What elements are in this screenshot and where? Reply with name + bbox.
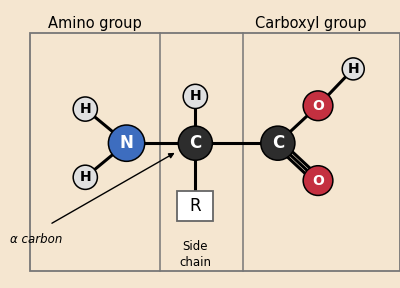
Text: H: H	[80, 170, 91, 184]
Bar	[177, 191, 214, 221]
Text: O: O	[312, 99, 324, 113]
Circle shape	[303, 91, 333, 121]
Text: H: H	[80, 102, 91, 116]
Circle shape	[261, 126, 295, 160]
Text: C: C	[272, 134, 284, 152]
Text: Amino group: Amino group	[48, 16, 142, 31]
Text: R: R	[190, 197, 201, 215]
Circle shape	[183, 84, 208, 109]
Circle shape	[342, 58, 364, 80]
Circle shape	[73, 165, 97, 190]
Text: C: C	[189, 134, 202, 152]
Text: N: N	[120, 134, 134, 152]
Text: Carboxyl group: Carboxyl group	[255, 16, 367, 31]
Text: Side
chain: Side chain	[179, 240, 211, 269]
Text: H: H	[190, 89, 201, 103]
Circle shape	[178, 126, 212, 160]
Circle shape	[303, 166, 333, 196]
Circle shape	[108, 125, 145, 161]
Text: H: H	[348, 62, 359, 76]
Bar	[30, 33, 400, 271]
Circle shape	[73, 97, 97, 121]
Text: O: O	[312, 174, 324, 187]
Text: α carbon: α carbon	[10, 233, 62, 246]
